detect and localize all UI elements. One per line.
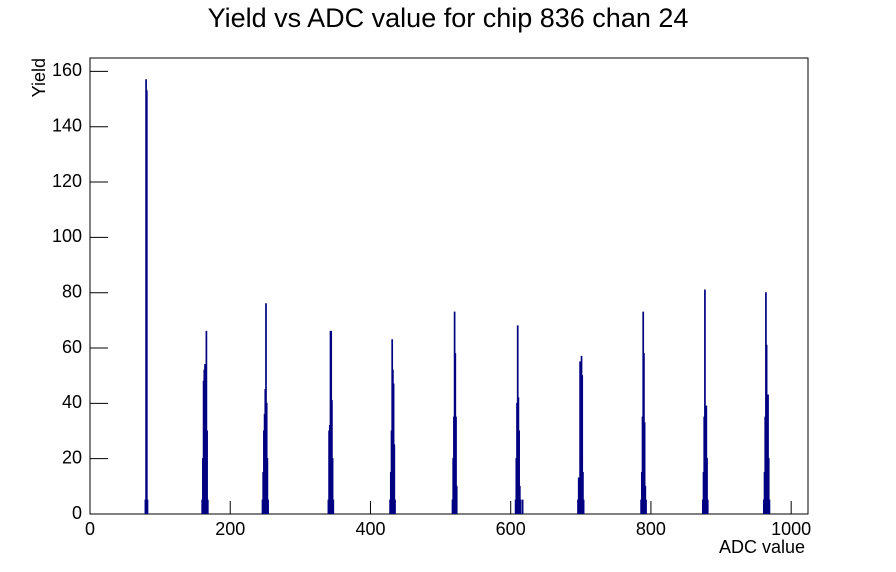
x-axis-label: ADC value: [719, 537, 805, 557]
x-tick-label: 1000: [771, 519, 811, 539]
y-tick-label: 100: [52, 226, 82, 246]
x-tick-label: 400: [355, 519, 385, 539]
x-tick-label: 200: [215, 519, 245, 539]
histogram-bin: [643, 422, 646, 514]
histogram-bin: [394, 499, 396, 514]
histogram-bin: [521, 499, 524, 514]
histogram-bin: [582, 499, 585, 514]
histogram-bin: [332, 499, 335, 514]
y-axis-label: Yield: [29, 58, 49, 97]
histogram-bin: [519, 499, 522, 514]
x-tick-label: 800: [636, 519, 666, 539]
histogram-bin: [267, 499, 269, 514]
histogram-bin: [145, 90, 148, 514]
histogram-bin: [645, 499, 647, 514]
y-tick-label: 80: [62, 281, 82, 301]
chart-title: Yield vs ADC value for chip 836 chan 24: [208, 3, 689, 33]
histogram-bin: [518, 430, 520, 514]
histogram-bin: [266, 458, 269, 514]
histogram-bin: [331, 458, 334, 514]
y-tick-label: 60: [62, 337, 82, 357]
y-tick-label: 0: [72, 503, 82, 523]
y-tick-label: 40: [62, 392, 82, 412]
histogram-bin: [393, 444, 396, 514]
histogram-bin: [455, 485, 458, 514]
histogram-bin: [577, 477, 580, 514]
histogram-bin: [206, 430, 208, 514]
x-tick-label: 600: [496, 519, 526, 539]
histogram-bin: [581, 375, 584, 514]
y-tick-label: 160: [52, 60, 82, 80]
histogram-bin: [704, 289, 706, 514]
y-tick-label: 20: [62, 447, 82, 467]
plot-frame: [89, 57, 809, 515]
x-tick-label: 0: [85, 519, 95, 539]
y-tick-label: 120: [52, 171, 82, 191]
histogram-bin: [582, 472, 584, 514]
histogram-bin: [768, 499, 771, 514]
histogram-bin: [146, 499, 149, 514]
histogram-bin: [455, 416, 457, 514]
histogram-bin: [579, 361, 581, 514]
histogram-bin: [765, 344, 768, 514]
histogram-bin: [767, 458, 770, 514]
y-tick-label: 140: [52, 115, 82, 135]
histogram-bin: [706, 458, 708, 514]
histogram-bin: [331, 400, 333, 514]
histogram-bin: [205, 330, 208, 514]
histogram-bin: [767, 394, 769, 514]
histogram-bin: [206, 499, 209, 514]
histogram-bin: [706, 499, 709, 514]
